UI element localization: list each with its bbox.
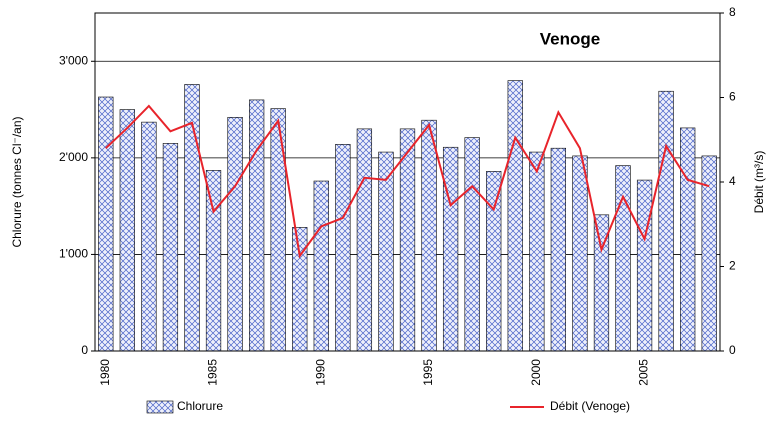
bar (141, 121, 157, 352)
legend-label: Chlorure (177, 399, 223, 413)
y2-axis-title: Débit (m³/s) (752, 151, 766, 214)
x-tick-label: 2000 (529, 359, 543, 386)
bar (486, 171, 502, 352)
bar (227, 116, 243, 352)
x-tick-label: 1995 (421, 359, 435, 386)
bar (615, 165, 631, 352)
bar (292, 227, 308, 352)
bar (356, 128, 373, 352)
bar (313, 180, 329, 352)
bar (442, 146, 459, 352)
bar (680, 127, 696, 352)
x-tick-label: 1985 (206, 359, 220, 386)
legend-swatch (146, 400, 174, 414)
y2-tick-label: 2 (729, 259, 736, 273)
chart-title: Venoge (540, 29, 600, 48)
plot-frame (94, 12, 721, 352)
bar (205, 170, 222, 352)
y-tick-label: 1'000 (59, 247, 88, 261)
y-axis-title: Chlorure (tonnes Cl⁻/an) (10, 116, 24, 247)
x-tick-label: 2005 (637, 359, 651, 386)
bar (464, 137, 480, 352)
x-tick-label: 1980 (98, 359, 112, 386)
bar (98, 96, 114, 352)
bar (550, 147, 566, 352)
bar (378, 151, 394, 352)
bar (421, 119, 437, 352)
bar (658, 90, 674, 352)
bar (249, 99, 265, 352)
bar (572, 155, 588, 352)
y2-tick-label: 4 (729, 174, 736, 188)
bar (636, 179, 653, 352)
bar (335, 144, 351, 352)
bar (507, 80, 523, 352)
y-tick-label: 2'000 (59, 150, 88, 164)
bar (399, 128, 416, 352)
legend-label: Débit (Venoge) (550, 399, 630, 413)
bar (270, 108, 286, 352)
bar (119, 109, 135, 352)
y2-tick-label: 8 (729, 5, 736, 19)
y-tick-label: 3'000 (59, 53, 88, 67)
y-tick-label: 0 (81, 343, 88, 357)
bar (162, 143, 179, 352)
y2-tick-label: 0 (729, 343, 736, 357)
bar (529, 151, 545, 352)
x-tick-label: 1990 (313, 359, 327, 386)
y2-tick-label: 6 (729, 90, 736, 104)
line (105, 104, 710, 259)
